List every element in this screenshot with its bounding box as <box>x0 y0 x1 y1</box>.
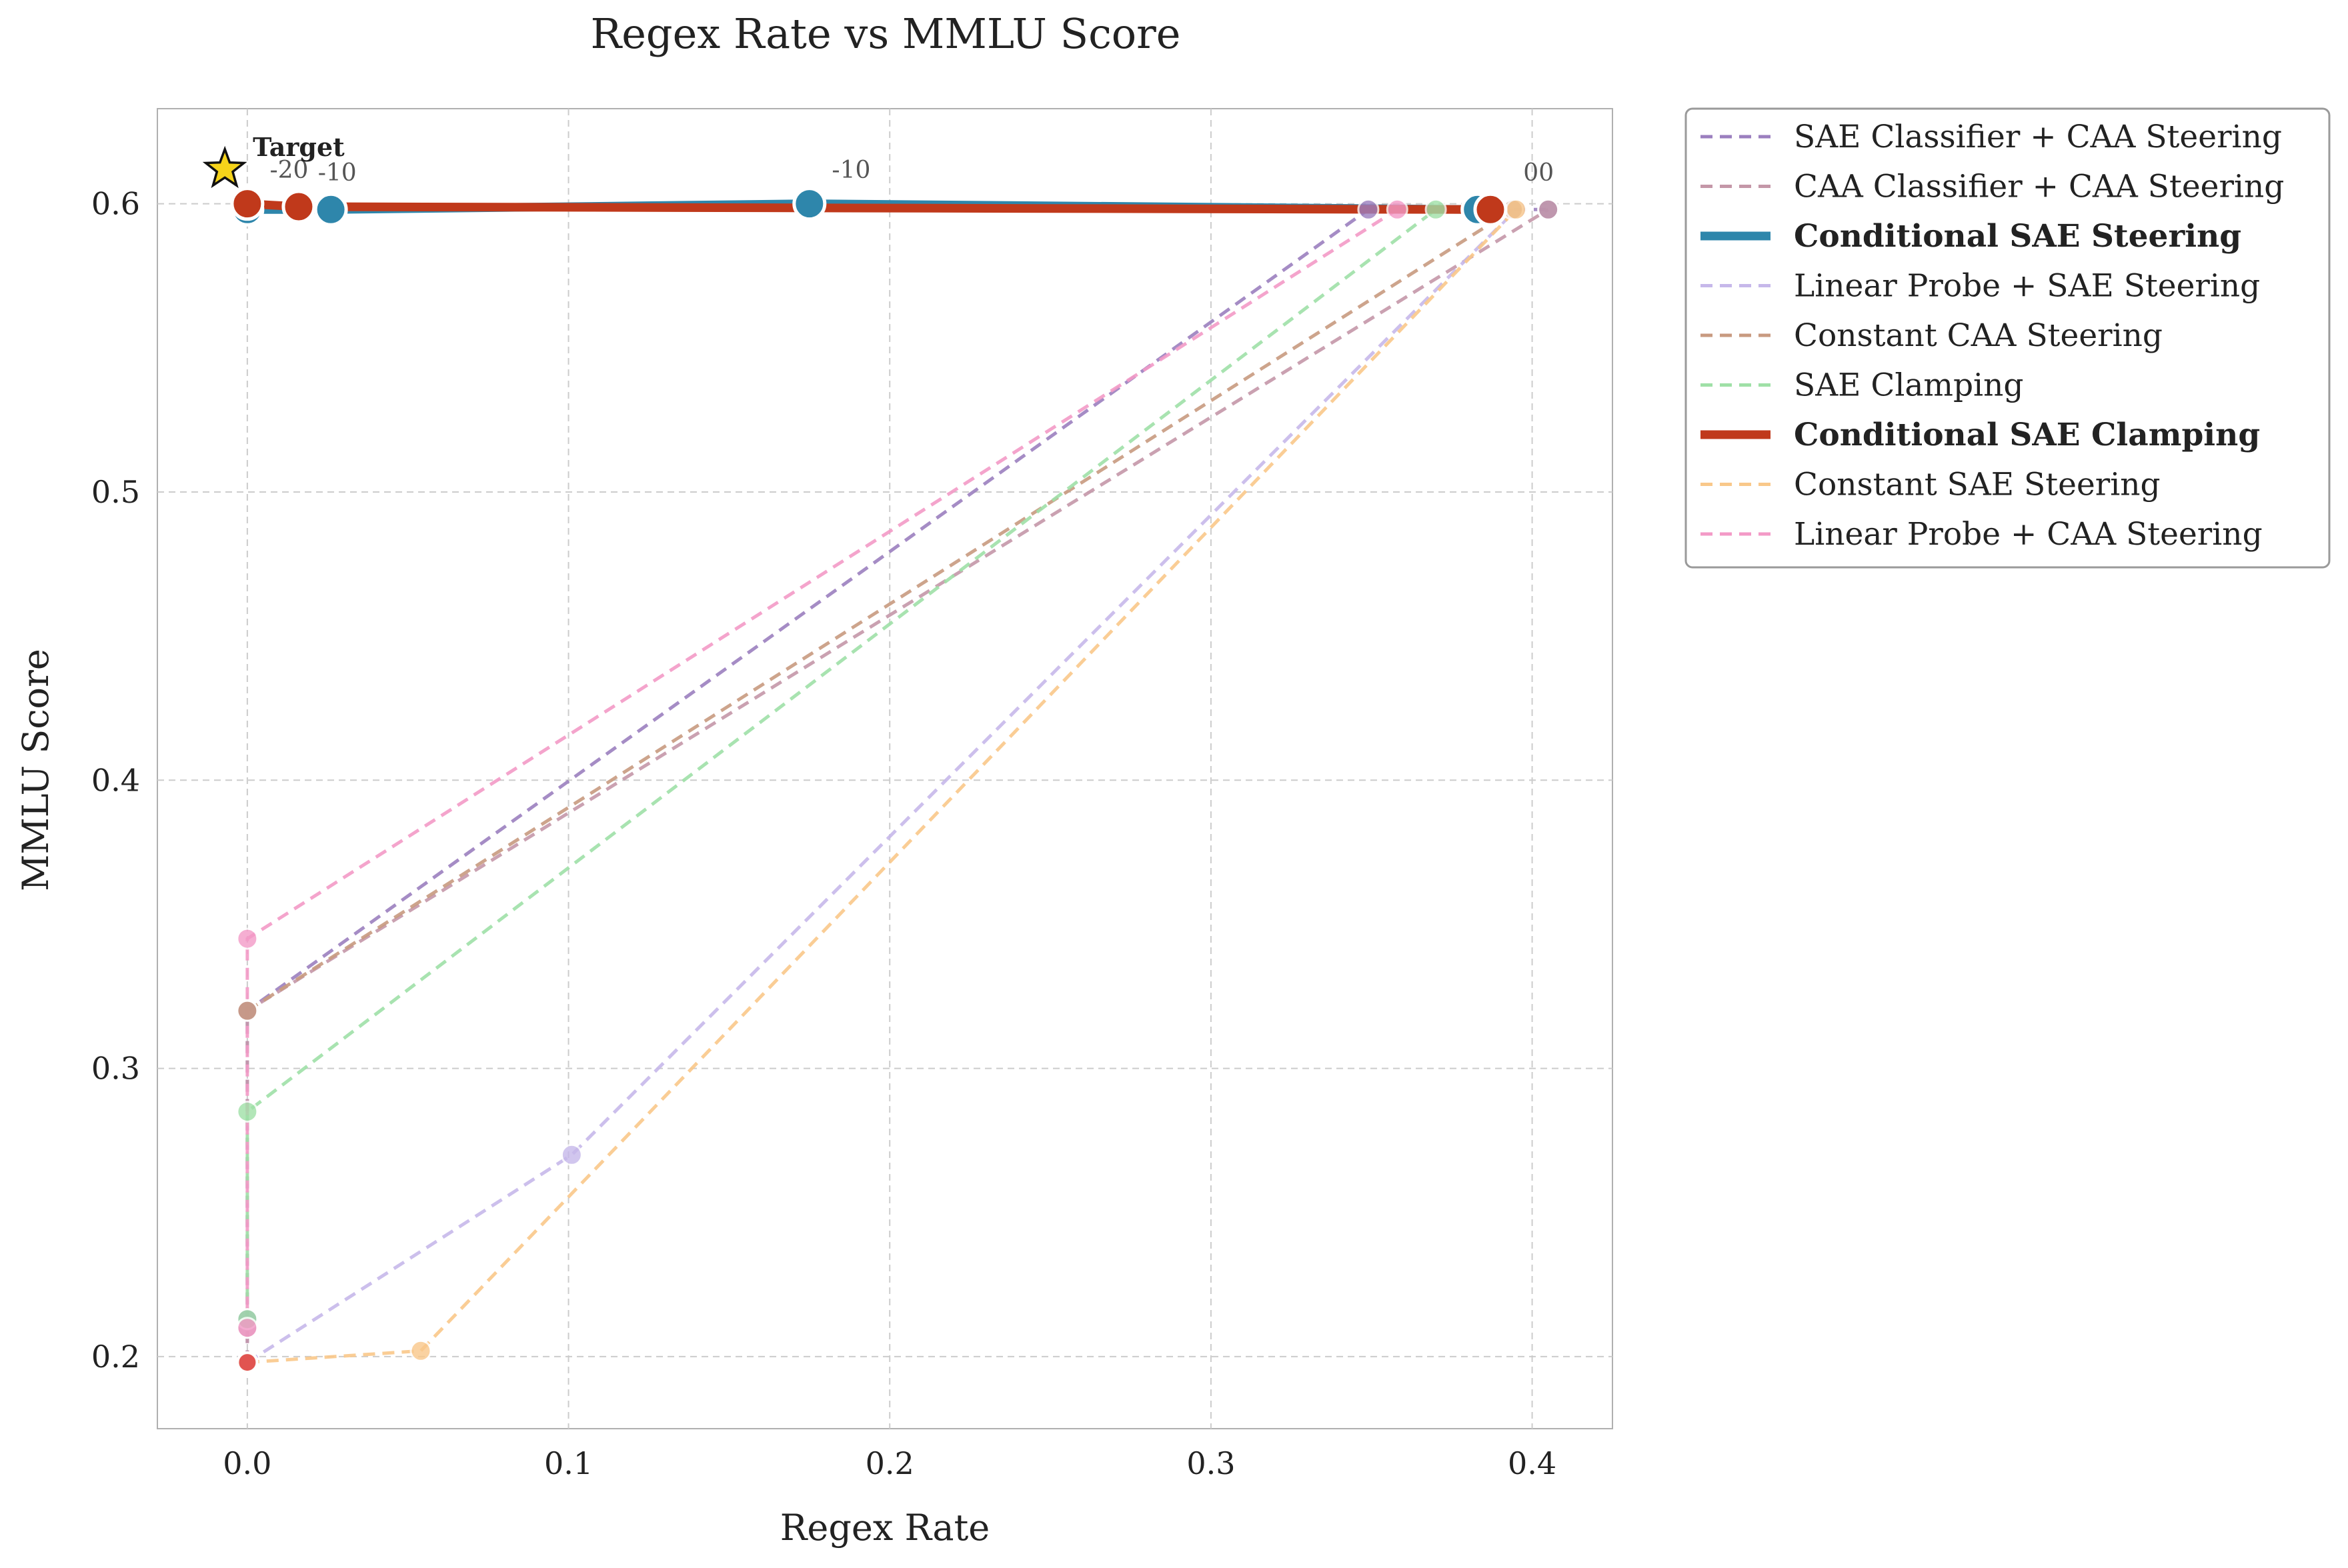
series-markers <box>230 187 1560 1374</box>
data-point-caa-classifier-caa-steering <box>1537 198 1560 221</box>
point-annotation: -20 <box>269 157 308 184</box>
plot-area <box>157 108 1613 1429</box>
data-point-constant-sae-steering <box>1504 198 1527 221</box>
x-tick-labels: 0.0 0.1 0.2 0.3 0.4 <box>223 1445 1556 1481</box>
legend-label: SAE Classifier + CAA Steering <box>1794 119 2282 155</box>
star-icon <box>202 145 247 189</box>
data-point-conditional-sae-clamping <box>230 187 265 221</box>
legend-label: Conditional SAE Steering <box>1794 218 2241 255</box>
annotations: -20 -10 -10 00 <box>269 157 1554 187</box>
y-tick-label: 0.4 <box>91 762 140 798</box>
point-annotation: -10 <box>318 159 357 187</box>
x-tick-label: 0.2 <box>866 1445 914 1481</box>
data-point-conditional-sae-steering <box>313 192 348 227</box>
x-tick-label: 0.3 <box>1186 1445 1235 1481</box>
data-point-sae-clamping <box>236 1100 259 1123</box>
y-tick-label: 0.3 <box>91 1051 140 1087</box>
legend-label: Constant CAA Steering <box>1794 317 2163 354</box>
x-tick-label: 0.1 <box>544 1445 593 1481</box>
data-point-conditional-sae-steering <box>792 187 827 221</box>
target-label: Target <box>253 132 345 162</box>
series-line-constant-sae-steering <box>247 208 1518 1365</box>
x-tick-label: 0.4 <box>1508 1445 1556 1481</box>
legend-frame <box>1684 107 2331 569</box>
point-annotation: 00 <box>1523 159 1554 187</box>
y-tick-label: 0.6 <box>91 186 140 222</box>
legend-label: Linear Probe + SAE Steering <box>1794 268 2260 305</box>
data-point-linear-probe-caa-steering <box>1386 198 1408 221</box>
data-point-conditional-sae-clamping <box>281 189 316 224</box>
data-point-linear-probe-sae-steering <box>560 1143 583 1166</box>
series-line-constant-caa-steering <box>246 208 1514 1013</box>
data-point-linear-probe-caa-steering <box>236 1317 259 1339</box>
point-annotation: -10 <box>832 157 870 184</box>
chart-title: Regex Rate vs MMLU Score <box>591 9 1181 58</box>
data-point-linear-probe-caa-steering <box>236 927 259 950</box>
y-tick-labels: 0.2 0.3 0.4 0.5 0.6 <box>91 186 140 1375</box>
legend-label: Conditional SAE Clamping <box>1794 417 2260 453</box>
data-point-conditional-sae-clamping <box>1473 192 1508 227</box>
data-point-constant-sae-steering <box>409 1339 432 1362</box>
legend-label: Constant SAE Steering <box>1794 467 2161 503</box>
data-point-sae-classifier-caa-steering <box>1357 198 1380 221</box>
legend: SAE Classifier + CAA Steering CAA Classif… <box>1684 107 2331 569</box>
legend-label: CAA Classifier + CAA Steering <box>1794 169 2284 205</box>
y-axis-label: MMLU Score <box>15 649 57 891</box>
x-axis-label: Regex Rate <box>780 1507 990 1549</box>
data-point-extra <box>237 1352 258 1373</box>
x-tick-label: 0.0 <box>223 1445 271 1481</box>
y-tick-label: 0.2 <box>91 1339 140 1375</box>
legend-label: Linear Probe + CAA Steering <box>1794 516 2263 553</box>
data-point-constant-caa-steering <box>236 999 259 1022</box>
target-group: Target <box>202 132 345 189</box>
data-point-sae-clamping <box>1424 198 1447 221</box>
y-tick-label: 0.5 <box>91 474 140 510</box>
legend-label: SAE Clamping <box>1794 367 2023 404</box>
